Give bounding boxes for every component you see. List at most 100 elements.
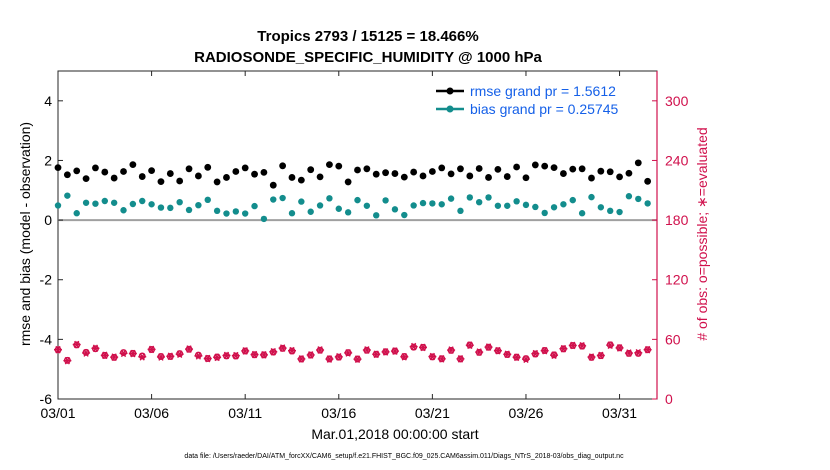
bias-point <box>494 202 502 209</box>
obs-evaluated-point <box>512 353 521 362</box>
y-tick-label-left: -2 <box>40 272 53 288</box>
rmse-point <box>419 172 427 180</box>
obs-evaluated-point <box>100 351 109 360</box>
bias-point <box>335 205 342 212</box>
chart-title-line2: RADIOSONDE_SPECIFIC_HUMIDITY @ 1000 hPa <box>194 49 542 66</box>
obs-evaluated-point <box>550 351 559 359</box>
legend-bias-marker <box>446 105 454 113</box>
bias-point <box>532 203 539 211</box>
rmse-point <box>531 161 539 169</box>
obs-evaluated-point <box>419 343 428 352</box>
obs-evaluated-point <box>138 352 147 361</box>
rmse-point <box>166 170 174 177</box>
rmse-point <box>475 165 483 172</box>
bias-point <box>354 196 361 204</box>
plot-frame <box>57 70 658 400</box>
bias-point <box>251 202 258 210</box>
y-axis-label-right: # of obs: o=possible; ∗=evaluated <box>694 127 710 340</box>
rmse-point <box>438 164 446 172</box>
rmse-point <box>606 168 614 176</box>
bias-point <box>644 200 651 207</box>
obs-evaluated-point <box>306 351 315 359</box>
bias-point <box>241 210 249 217</box>
bias-point <box>195 201 202 209</box>
bias-point <box>475 199 483 206</box>
bias-point <box>64 192 71 199</box>
rmse-point <box>73 167 81 175</box>
rmse-point <box>335 162 343 170</box>
bias-point <box>204 196 211 204</box>
obs-evaluated-point <box>325 355 334 363</box>
bias-point <box>429 200 436 207</box>
rmse-point <box>157 178 165 186</box>
y-tick-label-left: -6 <box>40 391 53 407</box>
obs-evaluated-point <box>503 350 512 359</box>
x-tick-label: 03/16 <box>321 405 356 421</box>
obs-evaluated-point <box>250 350 259 359</box>
bias-point <box>635 195 642 203</box>
legend-bias-label: bias grand pr = 0.25745 <box>470 101 618 117</box>
obs-evaluated-point <box>475 348 484 356</box>
bias-point <box>101 197 108 205</box>
obs-evaluated-point <box>493 346 502 355</box>
obs-evaluated-point <box>643 345 652 354</box>
bias-point <box>588 193 595 201</box>
rmse-point <box>485 174 492 181</box>
rmse-point <box>185 165 193 173</box>
obs-evaluated-point <box>381 348 390 356</box>
rmse-point <box>644 177 652 185</box>
rmse-point <box>560 170 567 177</box>
plot-area: 03/01 03/06 03/11 03/16 03/21 03/26 03/31 -6 -4 -… <box>40 70 689 421</box>
rmse-point <box>204 163 212 171</box>
rmse-point <box>120 168 127 175</box>
rmse-point <box>466 172 474 180</box>
rmse-point <box>410 168 418 176</box>
rmse-point <box>457 165 464 173</box>
bias-point <box>560 201 567 208</box>
bias-point <box>504 202 511 209</box>
rmse-point <box>92 164 99 172</box>
bias-point <box>607 207 614 215</box>
obs-evaluated-point <box>147 345 156 354</box>
bias-point <box>410 202 417 209</box>
obs-evaluated-point <box>119 349 128 358</box>
obs-evaluated-point <box>578 342 587 350</box>
rmse-point <box>316 173 324 181</box>
y-tick-label-right: 300 <box>665 93 689 109</box>
legend-rmse-label: rmse grand pr = 1.5612 <box>470 83 616 99</box>
obs-evaluated-point <box>400 352 409 361</box>
bias-point <box>625 193 633 200</box>
obs-evaluated-point <box>175 350 184 358</box>
rmse-point <box>428 168 436 175</box>
obs-evaluated-point <box>156 353 165 361</box>
obs-evaluated-point <box>222 351 231 360</box>
obs-evaluated-point <box>372 350 381 359</box>
y-tick-label-left: -4 <box>40 331 53 347</box>
bias-point <box>110 199 118 206</box>
x-tick-label: 03/06 <box>134 405 169 421</box>
obs-evaluated-point <box>334 353 343 361</box>
bias-point <box>457 207 464 215</box>
x-axis-label: Mar.01,2018 00:00:00 start <box>311 426 478 442</box>
bias-point <box>223 210 230 217</box>
bias-point <box>213 207 221 215</box>
bias-point <box>541 209 548 217</box>
rmse-point <box>625 169 633 177</box>
obs-evaluated-point <box>409 342 418 351</box>
x-tick-label: 03/31 <box>602 405 637 421</box>
obs-evaluated-point <box>166 352 175 361</box>
chart-title-line1: Tropics 2793 / 15125 = 18.466% <box>257 28 478 45</box>
obs-evaluated-point <box>63 356 72 365</box>
obs-evaluated-point <box>484 343 493 351</box>
x-tick-label: 03/21 <box>415 405 450 421</box>
rmse-point <box>597 167 605 175</box>
obs-evaluated-point <box>624 349 633 357</box>
obs-evaluated-point <box>297 355 306 363</box>
bias-point <box>232 208 240 215</box>
y-tick-label-right: 180 <box>665 212 689 228</box>
obs-evaluated-point <box>344 349 353 357</box>
rmse-point <box>297 176 305 184</box>
obs-evaluated-point <box>203 354 212 363</box>
obs-evaluated-point <box>269 347 278 356</box>
